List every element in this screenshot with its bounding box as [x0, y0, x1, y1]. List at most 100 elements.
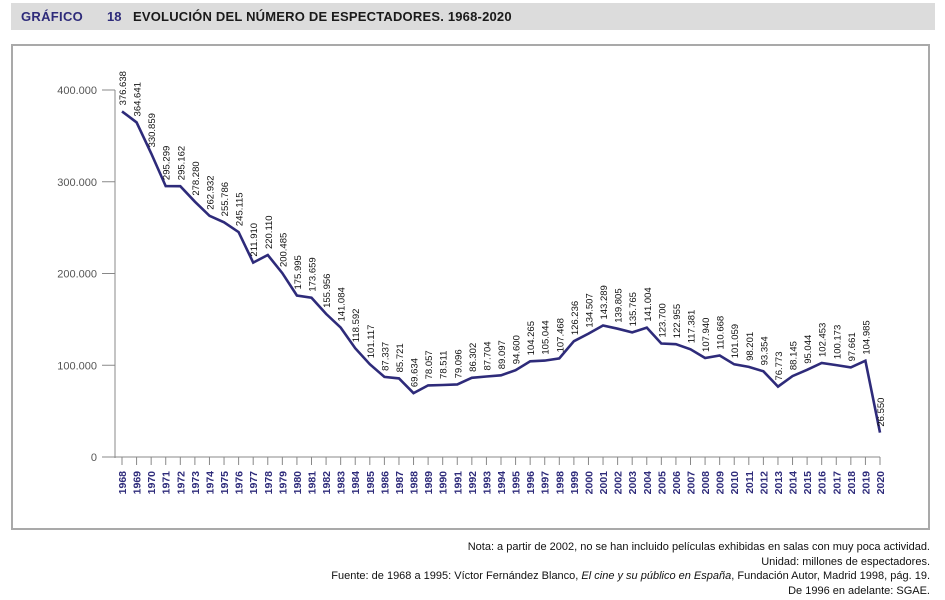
- x-tick-label: 2008: [700, 471, 712, 495]
- data-label: 107.940: [701, 318, 712, 352]
- data-label: 87.337: [380, 342, 391, 371]
- x-tick-label: 1969: [132, 471, 144, 495]
- x-tick-label: 1989: [423, 471, 435, 495]
- data-label: 78.511: [439, 351, 450, 379]
- x-tick-label: 1999: [569, 471, 581, 495]
- x-tick-label: 2017: [831, 471, 843, 495]
- data-label: 98.201: [745, 332, 756, 361]
- x-tick-label: 1988: [409, 471, 421, 495]
- x-tick-label: 1981: [307, 471, 319, 495]
- x-tick-label: 1990: [438, 471, 450, 495]
- data-label: 141.084: [337, 287, 348, 321]
- data-label: 85.721: [395, 343, 406, 372]
- x-axis: 1968 1969 1970 1971 1972 1973 1974 1975 1976 1977…: [115, 456, 887, 495]
- x-tick-label: 1995: [511, 471, 523, 495]
- x-tick-label: 1973: [190, 471, 202, 495]
- x-tick-label: 1976: [234, 471, 246, 495]
- x-tick-label: 2010: [729, 471, 741, 495]
- series-line: [121, 110, 882, 433]
- x-tick-label: 2013: [773, 471, 785, 495]
- x-tick-label: 2012: [758, 471, 770, 495]
- x-tick-label: 1994: [496, 471, 508, 495]
- data-label: 104.985: [861, 320, 872, 354]
- data-label: 88.145: [789, 341, 800, 370]
- x-tick-label: 1975: [219, 471, 231, 495]
- data-label: 95.044: [803, 335, 814, 364]
- data-label: 107.468: [555, 318, 566, 352]
- data-label: 255.786: [220, 182, 231, 216]
- footer-note: Nota: a partir de 2002, no se han inclui…: [467, 541, 930, 553]
- data-label: 76.773: [774, 351, 785, 380]
- data-label: 117.381: [687, 310, 698, 344]
- x-tick-label: 1992: [467, 471, 479, 495]
- x-tick-label: 2001: [598, 471, 610, 495]
- footer-source: Fuente: de 1968 a 1995: Víctor Fernández…: [331, 569, 930, 584]
- data-label: 102.453: [818, 323, 829, 357]
- x-tick-label: 1968: [117, 471, 129, 495]
- source-book: El cine y su público en España: [581, 570, 732, 582]
- source-prefix: Fuente: de 1968 a 1995: Víctor Fernández…: [331, 570, 582, 582]
- data-label: 100.173: [832, 325, 843, 359]
- x-tick-label: 1984: [350, 471, 362, 495]
- data-label: 155.956: [322, 274, 333, 308]
- x-tick-label: 2014: [788, 471, 800, 495]
- data-label: 143.289: [599, 285, 610, 319]
- data-label: 104.265: [526, 321, 537, 355]
- data-label: 173.659: [308, 257, 319, 291]
- data-label: 330.859: [147, 113, 158, 147]
- data-label: 134.507: [584, 293, 595, 327]
- x-tick-label: 2006: [671, 471, 683, 495]
- x-tick-label: 1978: [263, 471, 275, 495]
- data-label: 89.097: [497, 340, 508, 369]
- x-tick-label: 1970: [146, 471, 158, 495]
- x-tick-label: 1991: [452, 471, 464, 495]
- x-tick-label: 2019: [860, 471, 872, 495]
- data-label: 220.110: [264, 215, 275, 249]
- chart-title: EVOLUCIÓN DEL NÚMERO DE ESPECTADORES. 19…: [133, 9, 512, 24]
- y-tick-label: 200.000: [57, 269, 97, 281]
- data-label: 110.668: [716, 316, 727, 350]
- data-label: 105.044: [541, 320, 552, 354]
- data-label: 86.302: [468, 343, 479, 372]
- figure-number: 18: [107, 9, 122, 24]
- y-tick-label: 400.000: [57, 85, 97, 97]
- data-label: 87.704: [482, 341, 493, 370]
- x-tick-label: 2016: [817, 471, 829, 495]
- x-tick-label: 1983: [336, 471, 348, 495]
- figure-label: GRÁFICO: [21, 9, 84, 24]
- x-tick-label: 2003: [627, 471, 639, 495]
- x-tick-label: 2011: [744, 471, 756, 494]
- x-tick-label: 1979: [277, 471, 289, 495]
- data-label: 26.550: [876, 398, 887, 427]
- data-label: 79.096: [453, 349, 464, 378]
- x-tick-label: 1977: [248, 471, 260, 495]
- x-tick-label: 2000: [583, 471, 595, 495]
- x-tick-label: 1985: [365, 471, 377, 495]
- data-label: 122.955: [672, 304, 683, 338]
- x-tick-label: 2015: [802, 471, 814, 495]
- x-tick-label: 1980: [292, 471, 304, 495]
- data-label: 69.634: [410, 358, 421, 387]
- y-tick-label: 0: [91, 452, 97, 464]
- data-label: 175.995: [293, 255, 304, 289]
- data-label: 278.280: [191, 161, 202, 195]
- chart-frame: [11, 44, 930, 530]
- footer-unit: Unidad: millones de espectadores.: [761, 555, 930, 568]
- x-tick-label: 2009: [715, 471, 727, 495]
- x-tick-label: 1987: [394, 471, 406, 495]
- chart-footer: Nota: a partir de 2002, no se han inclui…: [331, 540, 930, 598]
- x-tick-label: 2002: [613, 471, 625, 495]
- data-label: 200.485: [278, 233, 289, 267]
- data-label: 94.600: [512, 335, 523, 364]
- data-label: 93.354: [759, 336, 770, 365]
- x-tick-label: 1998: [554, 471, 566, 495]
- data-label: 101.059: [730, 324, 741, 358]
- x-tick-label: 2004: [642, 471, 654, 495]
- data-label: 262.932: [205, 175, 216, 209]
- x-tick-label: 1993: [481, 471, 493, 495]
- data-label: 376.638: [118, 71, 129, 105]
- footer-source-2: De 1996 en adelante: SGAE.: [788, 584, 930, 597]
- x-tick-label: 2007: [686, 471, 698, 495]
- x-tick-label: 1996: [525, 471, 537, 495]
